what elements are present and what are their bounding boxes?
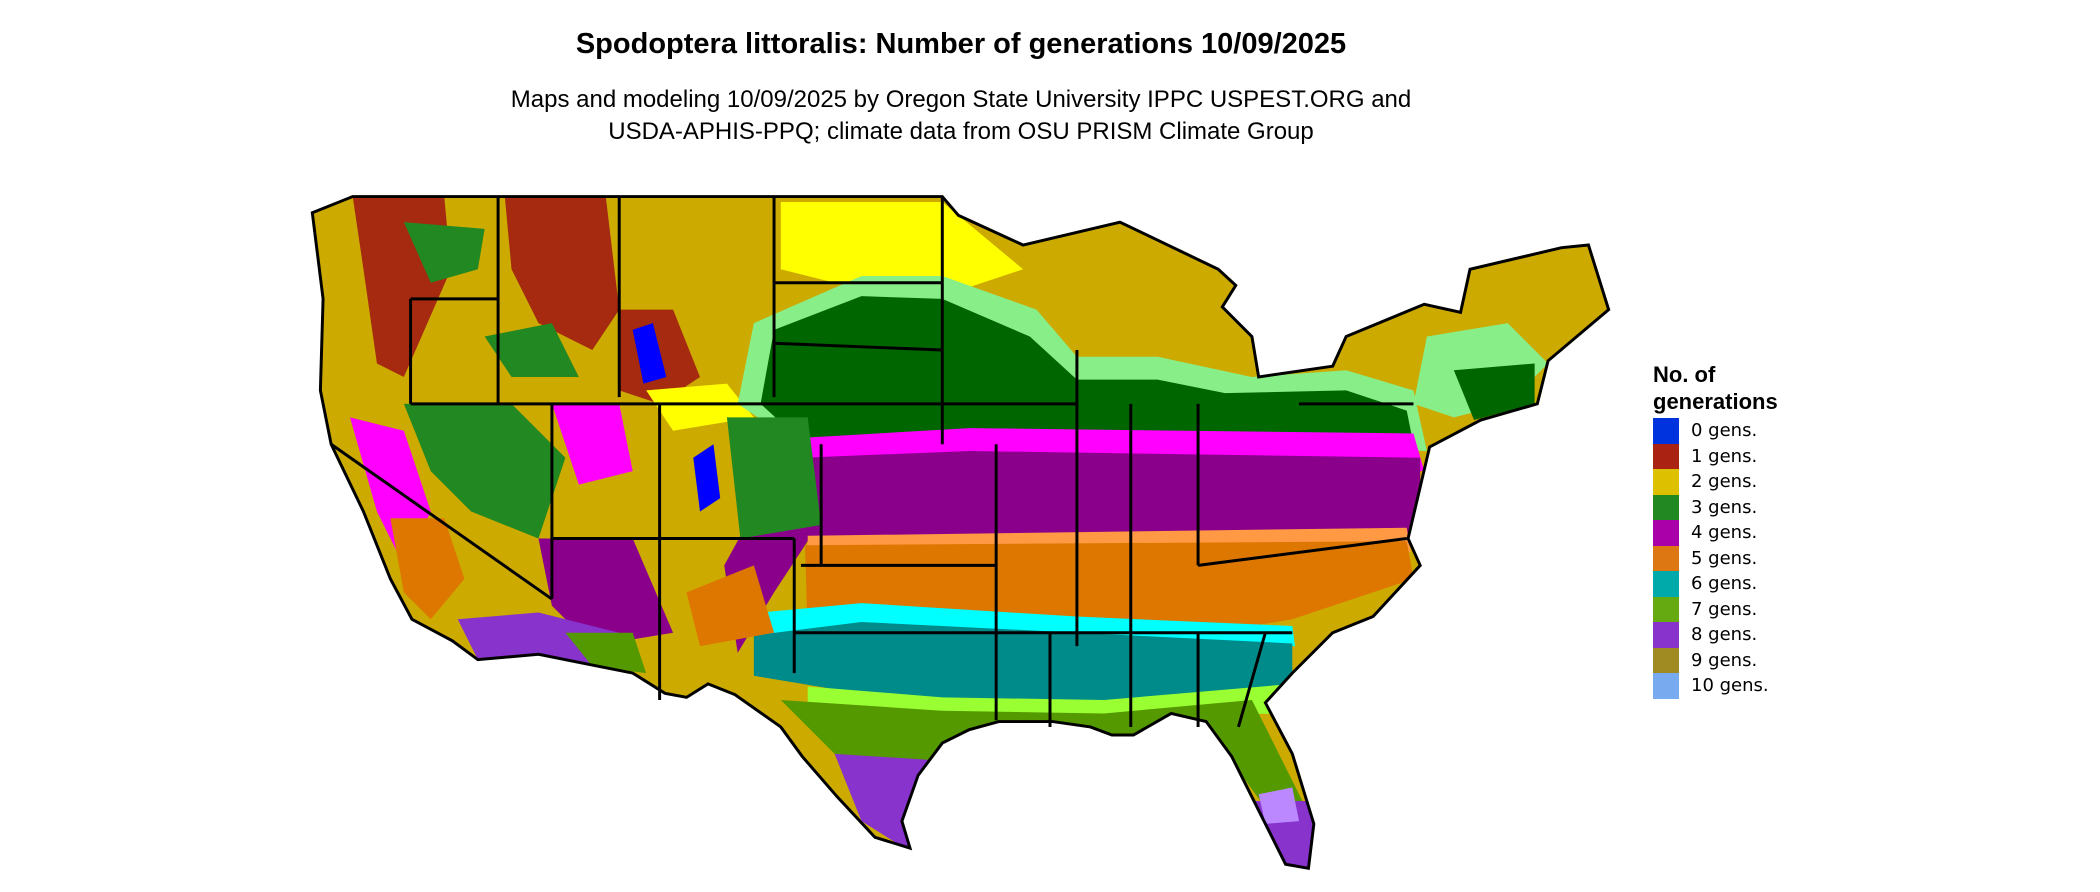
- map-subtitle-line-2: USDA-APHIS-PPQ; climate data from OSU PR…: [608, 118, 1314, 145]
- zone-3-gen-midwest: [760, 296, 1414, 447]
- legend-swatch: [1653, 571, 1679, 597]
- map-title: Spodoptera littoralis: Number of generat…: [575, 28, 1347, 60]
- legend-swatch: [1653, 673, 1679, 699]
- legend-item: 0 gens.: [1653, 418, 1778, 444]
- legend-label: 7 gens.: [1691, 598, 1758, 620]
- legend-item: 5 gens.: [1653, 545, 1778, 571]
- legend-label: 0 gens.: [1691, 420, 1758, 442]
- zone-4-gen-southwest: [538, 538, 674, 647]
- legend-swatch: [1653, 418, 1679, 444]
- legend: No. of generations 0 gens. 1 gens. 2 gens.…: [1653, 361, 1778, 699]
- legend-title-line-2: generations: [1653, 389, 1778, 414]
- legend-item: 6 gens.: [1653, 571, 1778, 597]
- legend-item: 3 gens.: [1653, 494, 1778, 520]
- zone-1-gen-rockies: [504, 196, 620, 351]
- zone-2-light-north: [646, 201, 1024, 431]
- legend-item: 2 gens.: [1653, 469, 1778, 495]
- legend-item: 10 gens.: [1653, 673, 1778, 699]
- legend-swatch: [1653, 494, 1679, 520]
- zone-7-gen-arizona: [565, 632, 647, 674]
- legend-item: 8 gens.: [1653, 622, 1778, 648]
- legend-swatch: [1653, 622, 1679, 648]
- legend-swatch: [1653, 596, 1679, 622]
- legend-label: 2 gens.: [1691, 471, 1758, 493]
- zone-6-gen-gulf: [753, 621, 1293, 717]
- zone-3-gen-northeast-dark: [1453, 363, 1535, 421]
- legend-title-line-1: No. of: [1653, 362, 1716, 387]
- zone-3-gen-great-basin: [403, 403, 566, 539]
- legend-label: 1 gens.: [1691, 445, 1758, 467]
- state-lines: [330, 196, 1414, 728]
- legend-label: 5 gens.: [1691, 547, 1758, 569]
- legend-item: 4 gens.: [1653, 520, 1778, 546]
- zone-3-gen-colorado-plains: [726, 417, 822, 539]
- zone-4-gen-central: [724, 450, 1421, 653]
- zone-0-gen-peaks: [632, 323, 721, 512]
- legend-item: 1 gens.: [1653, 443, 1778, 469]
- legend-label: 10 gens.: [1691, 675, 1769, 697]
- zone-4-gen-utah: [551, 403, 633, 485]
- legend-label: 4 gens.: [1691, 522, 1758, 544]
- generation-zones: [312, 196, 1609, 869]
- legend-swatch: [1653, 520, 1679, 546]
- legend-item: 7 gens.: [1653, 596, 1778, 622]
- state-borders: [310, 195, 1611, 870]
- legend-swatch: [1653, 443, 1679, 469]
- zone-3-gen-columbia: [403, 222, 579, 377]
- legend-label: 6 gens.: [1691, 573, 1758, 595]
- legend-swatch: [1653, 647, 1679, 673]
- zone-8-light-florida: [1258, 787, 1300, 824]
- legend-label: 3 gens.: [1691, 496, 1758, 518]
- legend-label: 9 gens.: [1691, 649, 1758, 671]
- zone-4-gen-new-mexico: [686, 565, 775, 647]
- zone-5-gen-california: [390, 518, 465, 620]
- legend-swatch: [1653, 545, 1679, 571]
- legend-swatch: [1653, 469, 1679, 495]
- legend-item: 9 gens.: [1653, 647, 1778, 673]
- legend-label: 8 gens.: [1691, 624, 1758, 646]
- map-subtitle-line-1: Maps and modeling 10/09/2025 by Oregon S…: [510, 86, 1412, 113]
- legend-items: 0 gens. 1 gens. 2 gens. 3 gens. 4 gens. 5 gen…: [1653, 418, 1778, 699]
